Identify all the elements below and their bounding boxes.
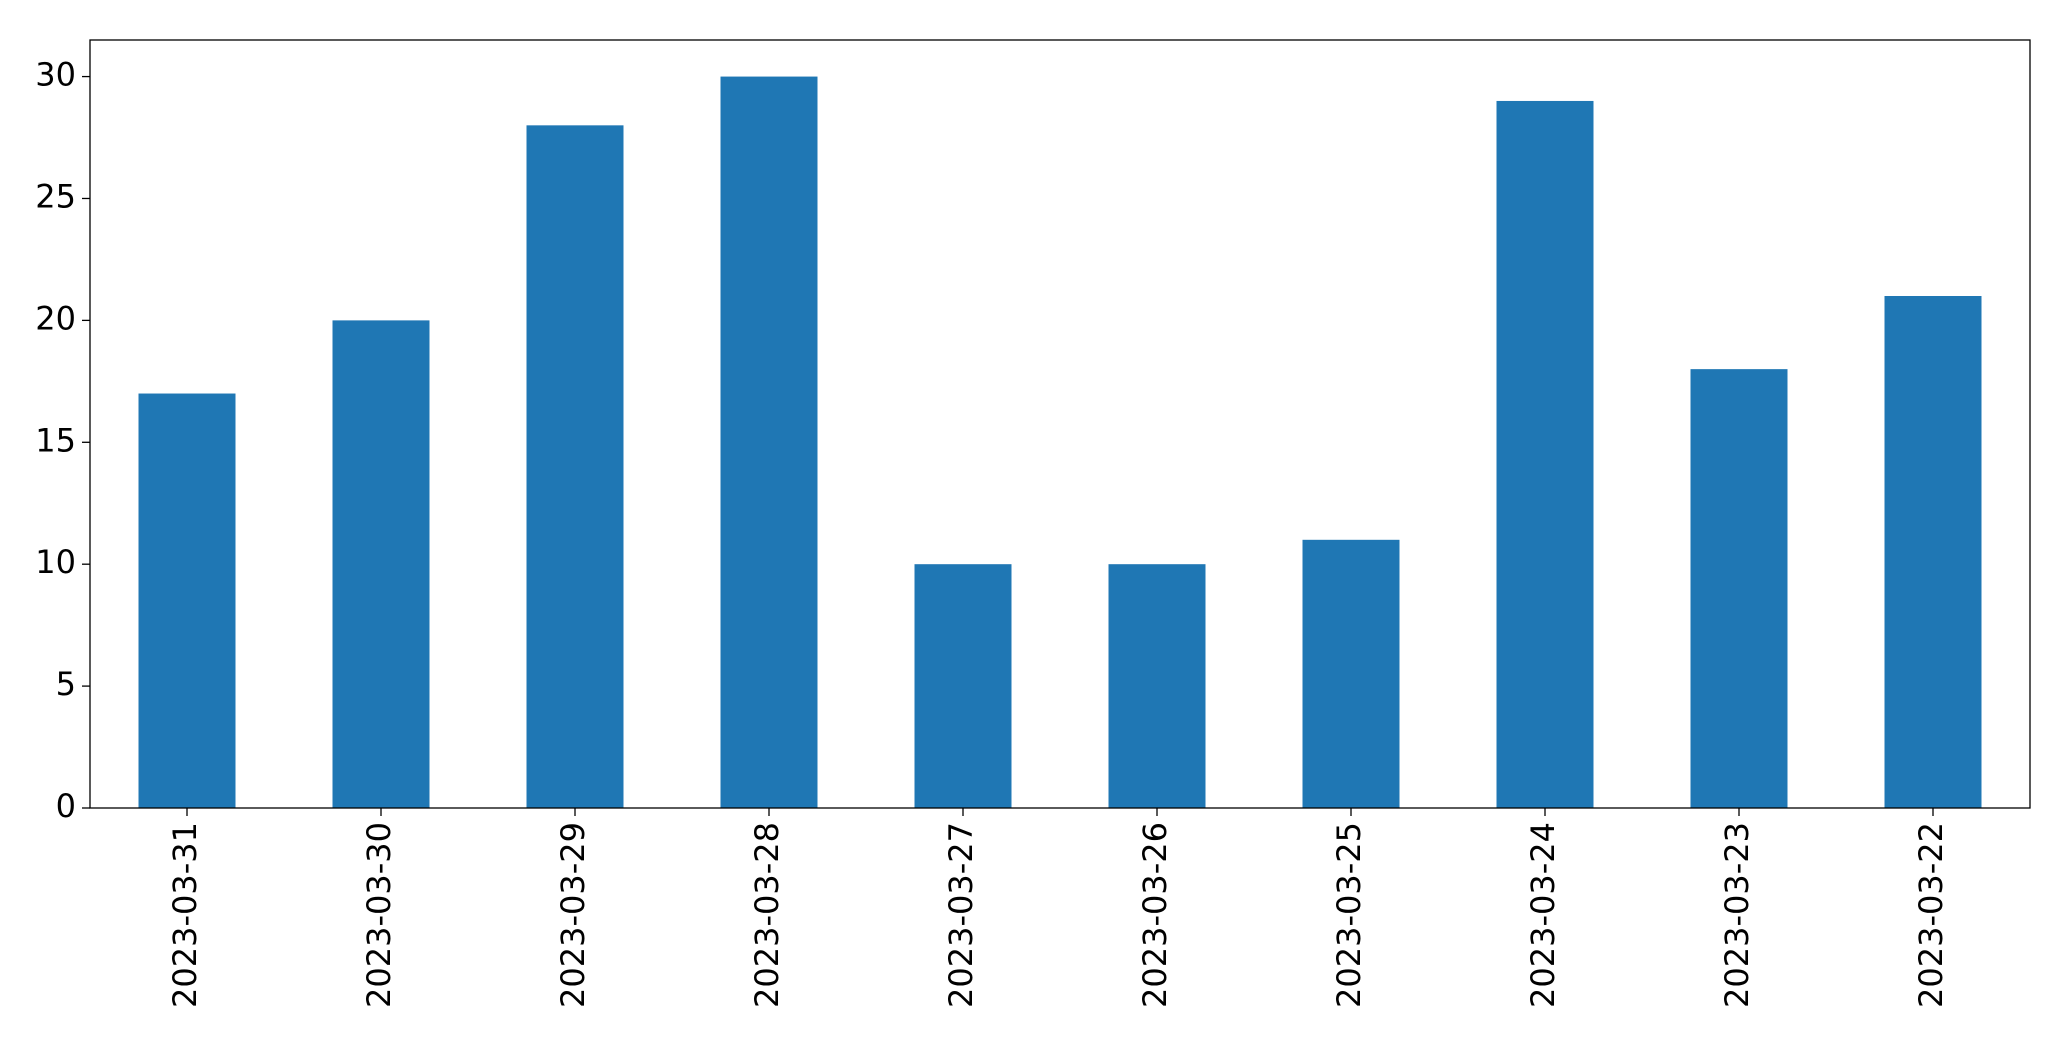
bar	[1884, 296, 1982, 808]
y-tick-label: 5	[56, 665, 76, 703]
x-tick-label: 2023-03-30	[360, 822, 398, 1008]
bar	[332, 320, 430, 808]
bar	[914, 564, 1012, 808]
plot-frame	[89, 39, 2031, 809]
y-tick-label: 25	[35, 177, 76, 215]
y-tick-label: 10	[35, 543, 76, 581]
y-tick-label: 30	[35, 56, 76, 94]
y-tick-label: 0	[56, 787, 76, 825]
x-tick-label: 2023-03-26	[1136, 822, 1174, 1008]
x-tick-label: 2023-03-25	[1330, 822, 1368, 1008]
x-tick-label: 2023-03-27	[942, 822, 980, 1008]
bar	[1690, 369, 1788, 808]
y-tick-label: 15	[35, 421, 76, 459]
bar	[1496, 100, 1594, 808]
x-tick-label: 2023-03-28	[748, 822, 786, 1008]
bar	[720, 76, 818, 809]
x-tick-label: 2023-03-23	[1718, 822, 1756, 1008]
x-tick-label: 2023-03-24	[1524, 822, 1562, 1008]
bar	[1302, 539, 1400, 808]
bar	[1108, 564, 1206, 808]
x-tick-label: 2023-03-29	[554, 822, 592, 1008]
x-tick-label: 2023-03-31	[166, 822, 204, 1008]
x-tick-label: 2023-03-22	[1912, 822, 1950, 1008]
bar	[138, 393, 236, 808]
y-tick-label: 20	[35, 299, 76, 337]
bar	[526, 125, 624, 809]
